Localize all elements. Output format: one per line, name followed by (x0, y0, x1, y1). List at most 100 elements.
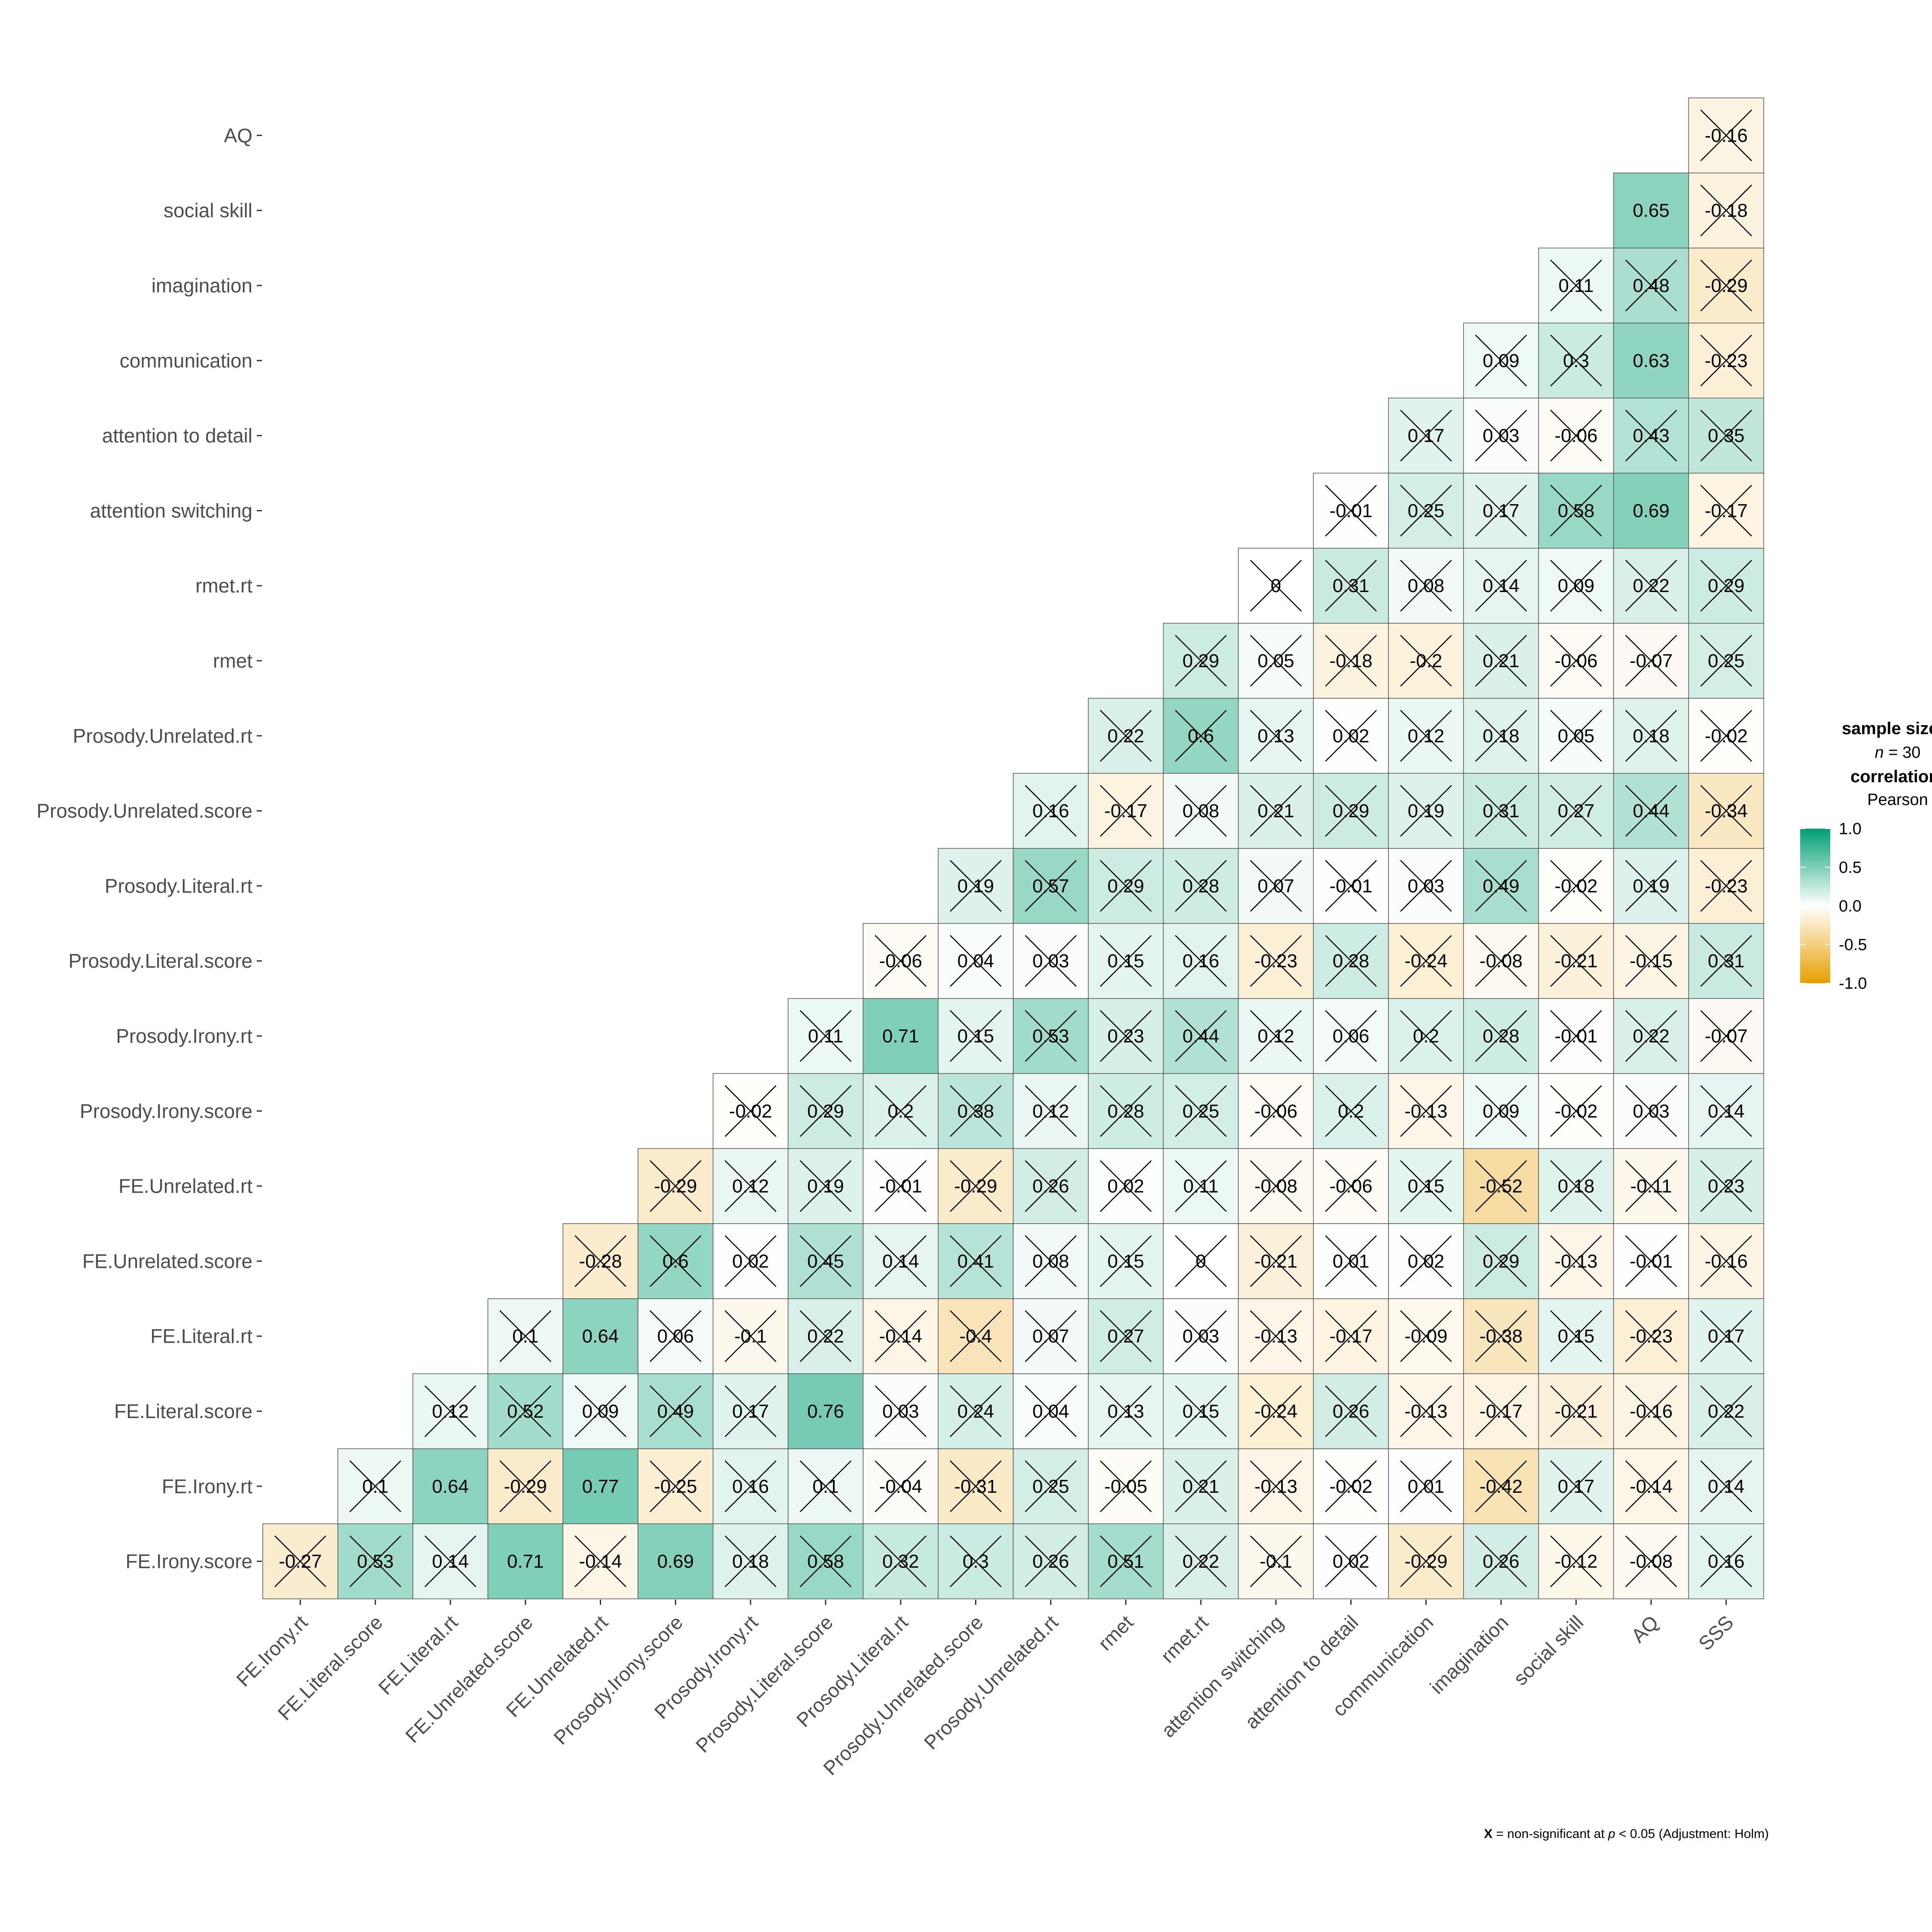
heatmap-cells: -0.270.530.140.71-0.140.690.180.580.320.… (262, 97, 1764, 1599)
non-significant-mark (1325, 1310, 1377, 1362)
non-significant-mark (1700, 635, 1752, 687)
non-significant-mark (1100, 1010, 1152, 1062)
non-significant-mark (1100, 935, 1152, 987)
x-tick-label: attention switching (1157, 1611, 1287, 1741)
non-significant-mark (1700, 485, 1752, 537)
legend-tick-label: 0.0 (1839, 897, 1862, 915)
non-significant-mark (950, 1010, 1002, 1062)
non-significant-mark (1550, 1010, 1602, 1062)
non-significant-mark (1550, 935, 1602, 987)
non-significant-mark (1325, 1235, 1377, 1287)
non-significant-mark (1325, 710, 1377, 762)
legend-n-symbol: n (1875, 744, 1884, 762)
non-significant-mark (1175, 1310, 1227, 1362)
non-significant-mark (875, 1460, 927, 1513)
non-significant-mark (1625, 1010, 1677, 1062)
non-significant-mark (724, 1460, 777, 1513)
non-significant-mark (1175, 1235, 1227, 1287)
non-significant-mark (1475, 635, 1527, 687)
non-significant-mark (875, 1310, 927, 1362)
non-significant-mark (1175, 1160, 1227, 1212)
non-significant-mark (1175, 1460, 1227, 1513)
non-significant-mark (1700, 1160, 1752, 1212)
heatmap-cell (487, 1523, 563, 1599)
non-significant-mark (1700, 559, 1752, 612)
non-significant-mark (950, 935, 1002, 987)
non-significant-mark (1475, 860, 1527, 912)
cell-value: 0.69 (1633, 500, 1670, 521)
non-significant-mark (1550, 710, 1602, 762)
legend-tick-label: -0.5 (1839, 936, 1867, 954)
y-tick-label: communication (120, 349, 252, 372)
non-significant-mark (424, 1385, 477, 1437)
cell-value: 0.71 (507, 1551, 544, 1572)
non-significant-mark (1550, 485, 1602, 537)
non-significant-mark (1025, 1085, 1077, 1137)
legend-sample-size: n = 30 (1875, 744, 1921, 762)
cell-value: 0.64 (432, 1476, 469, 1497)
y-tick-label: FE.Literal.score (114, 1400, 252, 1422)
non-significant-mark (1100, 860, 1152, 912)
non-significant-mark (1100, 1160, 1152, 1212)
non-significant-mark (950, 1085, 1002, 1137)
caption-text-a: = non-significant at (1492, 1827, 1608, 1841)
non-significant-mark (1550, 860, 1602, 912)
heatmap-cell (1613, 473, 1689, 549)
non-significant-mark (1700, 710, 1752, 762)
non-significant-mark (1250, 785, 1302, 837)
non-significant-mark (1025, 1235, 1077, 1287)
non-significant-mark (950, 860, 1002, 912)
non-significant-mark (1700, 184, 1752, 237)
x-tick-label: imagination (1425, 1611, 1513, 1698)
non-significant-mark (1250, 559, 1302, 612)
y-tick-label: Prosody.Irony.rt (116, 1025, 252, 1047)
non-significant-mark (1325, 559, 1377, 612)
non-significant-mark (799, 1085, 852, 1137)
non-significant-mark (349, 1535, 401, 1587)
non-significant-mark (499, 1460, 552, 1513)
non-significant-mark (1550, 559, 1602, 612)
non-significant-mark (724, 1235, 777, 1287)
heatmap-cell (787, 1373, 864, 1449)
x-tick-label: Prosody.Irony.score (549, 1611, 687, 1749)
x-tick-label: SSS (1694, 1611, 1738, 1655)
non-significant-mark (650, 1235, 702, 1287)
non-significant-mark (650, 1460, 702, 1513)
non-significant-mark (1550, 1160, 1602, 1212)
non-significant-mark (1550, 259, 1602, 312)
non-significant-mark (875, 1535, 927, 1587)
non-significant-mark (1250, 935, 1302, 987)
non-significant-mark (1550, 410, 1602, 462)
non-significant-mark (1325, 1010, 1377, 1062)
non-significant-mark (799, 1235, 852, 1287)
cell-value: 0.64 (582, 1326, 619, 1347)
non-significant-mark (1625, 1310, 1677, 1362)
non-significant-mark (1400, 710, 1452, 762)
non-significant-mark (799, 1535, 852, 1587)
cell-value: 0.71 (882, 1026, 919, 1047)
non-significant-mark (799, 1310, 852, 1362)
non-significant-mark (724, 1535, 777, 1587)
y-axis-labels: FE.Irony.score FE.Irony.rt FE.Literal.scor… (36, 124, 262, 1573)
y-tick-label: Prosody.Literal.rt (105, 875, 253, 897)
non-significant-mark (1250, 635, 1302, 687)
non-significant-mark (875, 1235, 927, 1287)
non-significant-mark (1475, 1010, 1527, 1062)
non-significant-mark (1175, 1010, 1227, 1062)
non-significant-mark (1325, 1535, 1377, 1587)
y-tick-label: imagination (152, 274, 252, 297)
non-significant-mark (1625, 860, 1677, 912)
non-significant-mark (724, 1085, 777, 1137)
y-tick-label: Prosody.Unrelated.rt (73, 725, 253, 747)
y-tick-label: FE.Irony.rt (162, 1475, 253, 1498)
non-significant-mark (1700, 935, 1752, 987)
non-significant-mark (950, 1385, 1002, 1437)
non-significant-mark (1550, 1460, 1602, 1513)
non-significant-mark (1325, 1385, 1377, 1437)
non-significant-mark (1625, 259, 1677, 312)
non-significant-mark (1475, 485, 1527, 537)
y-tick-label: FE.Literal.rt (150, 1325, 252, 1347)
non-significant-mark (1250, 1160, 1302, 1212)
non-significant-mark (1700, 1310, 1752, 1362)
y-tick-label: rmet (213, 650, 252, 672)
